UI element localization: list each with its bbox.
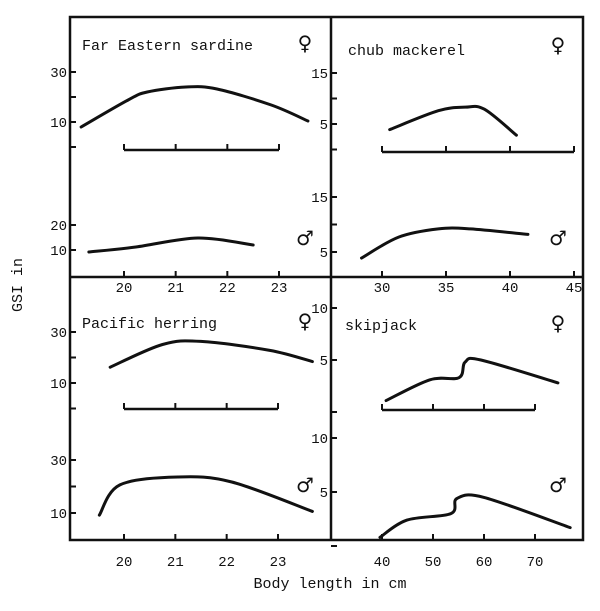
male-symbol-icon: ♂ <box>549 473 567 497</box>
panel-chub-mackerel: chub mackerel ♀ ♂ 30 35 40 45 5 15 5 15 <box>311 33 582 297</box>
female-gsi-curve <box>108 339 314 369</box>
male-symbol-icon: ♂ <box>296 226 314 250</box>
x-tick-label: 60 <box>476 555 493 571</box>
x-tick-label: 70 <box>527 555 544 571</box>
x-tick-label: 21 <box>167 281 184 297</box>
male-y-tick-label: 5 <box>320 246 328 262</box>
female-symbol-icon: ♀ <box>551 33 566 57</box>
male-y-tick-label: 10 <box>311 432 328 448</box>
x-tick-label: 22 <box>219 281 236 297</box>
x-tick-label: 40 <box>502 281 519 297</box>
panel-skipjack: skipjack ♀ ♂ 40 50 60 70 5 10 5 10 <box>311 302 572 571</box>
male-gsi-curve <box>360 226 530 260</box>
panel-pacific-herring: Pacific herring ♀ ♂ 20 21 22 23 10 30 10 30 <box>50 309 314 571</box>
female-y-tick-label: 15 <box>311 67 328 83</box>
male-y-tick-label: 20 <box>50 219 67 235</box>
x-tick-label: 50 <box>425 555 442 571</box>
x-tick-label: 35 <box>438 281 455 297</box>
panel-title: chub mackerel <box>348 43 465 60</box>
female-y-tick-label: 10 <box>50 377 67 393</box>
female-gsi-curve <box>79 85 310 129</box>
male-y-tick-label: 5 <box>320 486 328 502</box>
male-symbol-icon: ♂ <box>549 226 567 250</box>
panel-title: Far Eastern sardine <box>82 38 253 55</box>
female-y-tick-label: 30 <box>50 66 67 82</box>
x-tick-label: 22 <box>218 555 235 571</box>
x-axis-label: Body length in cm <box>253 576 406 593</box>
x-tick-label: 45 <box>566 281 583 297</box>
panel-far-eastern-sardine: Far Eastern sardine ♀ ♂ 20 21 22 23 10 30 10 20 <box>50 31 314 297</box>
female-y-tick-label: 10 <box>50 116 67 132</box>
x-tick-label: 20 <box>116 281 133 297</box>
male-symbol-icon: ♂ <box>296 473 314 497</box>
male-gsi-curve <box>87 236 255 254</box>
panel-title: Pacific herring <box>82 316 217 333</box>
y-axis-label: GSI in <box>10 258 27 312</box>
female-symbol-icon: ♀ <box>298 309 313 333</box>
frame <box>68 15 585 542</box>
female-y-tick-label: 5 <box>320 354 328 370</box>
x-tick-label: 30 <box>374 281 391 297</box>
x-tick-label: 20 <box>116 555 133 571</box>
x-tick-label: 23 <box>271 281 288 297</box>
female-y-tick-label: 30 <box>50 326 67 342</box>
male-y-tick-label: 30 <box>50 454 67 470</box>
x-tick-label: 40 <box>374 555 391 571</box>
panel-title: skipjack <box>345 318 417 335</box>
x-tick-label: 23 <box>270 555 287 571</box>
male-gsi-curve <box>97 475 314 517</box>
female-gsi-curve <box>388 104 518 137</box>
female-symbol-icon: ♀ <box>298 31 313 55</box>
male-y-tick-label: 10 <box>50 507 67 523</box>
male-y-tick-label: 10 <box>50 244 67 260</box>
female-symbol-icon: ♀ <box>551 311 566 335</box>
female-y-tick-label: 10 <box>311 302 328 318</box>
female-y-tick-label: 5 <box>320 118 328 134</box>
male-y-tick-label: 15 <box>311 191 328 207</box>
male-gsi-curve <box>378 493 572 539</box>
female-gsi-curve <box>384 356 560 403</box>
x-tick-label: 21 <box>167 555 184 571</box>
